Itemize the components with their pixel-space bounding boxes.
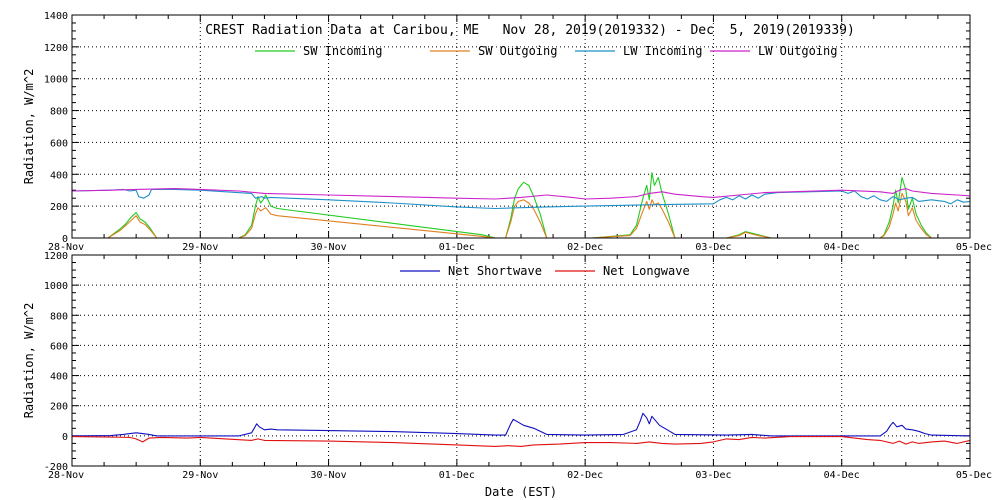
plot-frame [71,254,971,467]
legend-label: LW Outgoing [758,44,837,58]
series-line-sw-incoming [72,172,970,238]
x-tick-label: 28-Nov [48,242,84,253]
y-tick-label: -200 [44,462,68,473]
chart-title: CREST Radiation Data at Caribou, ME Nov … [205,23,855,38]
y-tick-label: 200 [50,202,68,213]
y-tick-label: 800 [50,107,68,118]
y-tick-label: 400 [50,372,68,383]
legend-label: SW Incoming [303,44,382,58]
x-axis-label: Date (EST) [485,485,557,499]
legend-label: Net Shortwave [448,264,542,278]
top-panel-incoming-outgoing: 0 200 400 600 800 1000 1200 1400 28-Nov 29-Nov 30-… [22,11,992,253]
x-tick-label: 03-Dec [695,242,731,253]
x-tick-label: 02-Dec [567,242,603,253]
series-line-sw-outgoing [72,192,970,238]
series-line-lw-incoming [72,188,970,210]
y-tick-label: 600 [50,138,68,149]
series-line-lw-outgoing [72,188,970,200]
grid-lines [72,15,970,238]
legend-label: SW Outgoing [478,44,557,58]
x-tick-label: 01-Dec [439,470,475,481]
x-tick-label: 30-Nov [311,470,347,481]
y-tick-label: 400 [50,170,68,181]
y-tick-label: 1200 [44,251,68,262]
y-tick-label: 600 [50,341,68,352]
x-tick-label: 03-Dec [695,470,731,481]
axis-ticks [71,254,971,467]
x-tick-label: 01-Dec [439,242,475,253]
y-tick-label: 0 [62,234,68,245]
y-tick-label: 800 [50,311,68,322]
grid-lines [72,255,970,466]
y-tick-label: 1000 [44,281,68,292]
x-tick-label: 28-Nov [48,470,84,481]
plot-frame [71,14,971,239]
y-tick-label: 1400 [44,11,68,22]
series-group [72,412,970,447]
x-tick-label: 30-Nov [311,242,347,253]
x-tick-label: 04-Dec [824,470,860,481]
x-tick-label: 04-Dec [824,242,860,253]
x-tick-label: 05-Dec [956,242,992,253]
legend-label: LW Incoming [623,44,702,58]
series-line-net-longwave [72,436,970,447]
y-tick-label: 1000 [44,75,68,86]
bottom-panel-net-radiation: -200 0 200 400 600 800 1000 1200 28-Nov 29-Nov 30-… [22,251,992,499]
y-tick-label: 0 [62,432,68,443]
y-axis-label: Radiation, W/m^2 [22,303,36,419]
legend-label: Net Longwave [603,264,690,278]
y-tick-label: 200 [50,402,68,413]
series-group [72,172,970,238]
x-tick-label: 02-Dec [567,470,603,481]
x-tick-label: 05-Dec [956,470,992,481]
x-tick-label: 29-Nov [182,242,218,253]
y-tick-label: 1200 [44,43,68,54]
series-line-net-shortwave [72,412,970,437]
y-axis-label: Radiation, W/m^2 [22,69,36,185]
x-tick-label: 29-Nov [182,470,218,481]
